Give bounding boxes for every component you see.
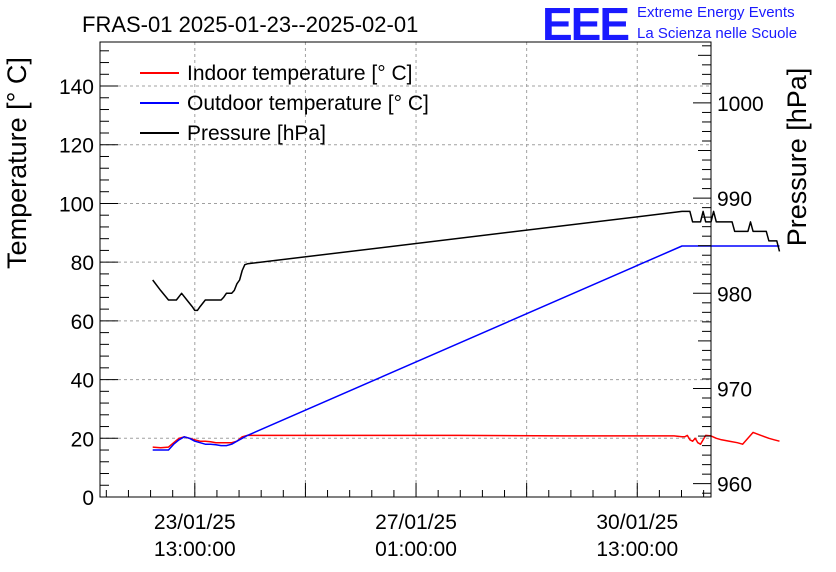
x-tick-label-time: 13:00:00	[154, 538, 236, 561]
y-left-tick-label: 40	[71, 370, 94, 393]
y-left-tick-label: 140	[59, 76, 94, 99]
y-right-tick-label: 1000	[717, 93, 764, 116]
left-axis-ticks: 0 20 40 60 80 100 120 140	[59, 50, 118, 510]
y-right-tick-label: 960	[717, 474, 752, 497]
x-tick-label-date: 30/01/25	[596, 511, 678, 534]
eee-tagline-2: La Scienza nelle Scuole	[637, 25, 797, 42]
y-left-tick-label: 120	[59, 135, 94, 158]
y-axis-label-left: Temperature [° C]	[2, 57, 32, 269]
legend-label-pressure: Pressure [hPa]	[187, 122, 326, 145]
right-axis-ticks: 960 970 980 990 1000	[693, 45, 764, 497]
y-axis-label-right: Pressure [hPa]	[782, 68, 812, 247]
grid	[100, 42, 711, 497]
y-right-tick-label: 980	[717, 283, 752, 306]
x-tick-label-time: 13:00:00	[596, 538, 678, 561]
y-left-tick-label: 80	[71, 252, 94, 275]
x-tick-label-time: 01:00:00	[375, 538, 457, 561]
eee-tagline-1: Extreme Energy Events	[637, 4, 795, 21]
eee-logo: EEE	[542, 0, 628, 50]
y-left-tick-label: 60	[71, 311, 94, 334]
x-tick-label-date: 23/01/25	[154, 511, 236, 534]
chart-title: FRAS-01 2025-01-23--2025-02-01	[82, 12, 418, 37]
pressure-line	[152, 210, 781, 312]
legend-label-indoor: Indoor temperature [° C]	[187, 62, 413, 85]
y-right-tick-label: 970	[717, 378, 752, 401]
y-left-tick-label: 20	[71, 428, 94, 451]
x-tick-label-date: 27/01/25	[375, 511, 457, 534]
y-left-tick-label: 0	[82, 487, 94, 510]
y-right-tick-label: 990	[717, 188, 752, 211]
x-axis-ticks: 23/01/25 13:00:00 27/01/25 01:00:00 30/01/25…	[105, 483, 705, 561]
indoor-temperature-line	[152, 431, 780, 449]
legend-label-outdoor: Outdoor temperature [° C]	[187, 92, 429, 115]
eee-branding: EEE Extreme Energy Events La Scienza nel…	[542, 0, 797, 50]
outdoor-temperature-line	[152, 245, 780, 451]
series-group	[152, 210, 781, 451]
legend: Indoor temperature [° C] Outdoor tempera…	[140, 62, 429, 145]
y-left-tick-label: 100	[59, 193, 94, 216]
